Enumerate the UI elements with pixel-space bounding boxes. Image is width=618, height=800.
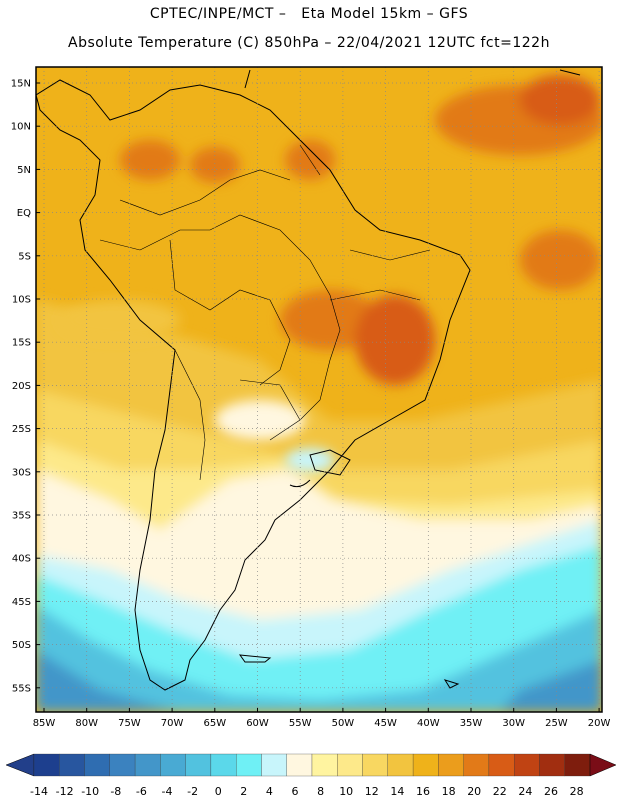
lat-label: 35S bbox=[12, 511, 31, 522]
lat-label: 45S bbox=[12, 597, 31, 608]
colorbar-swatch bbox=[59, 753, 85, 777]
cream-sp-region bbox=[215, 400, 305, 440]
lat-label: 10S bbox=[12, 295, 31, 306]
colorbar-label: -12 bbox=[56, 785, 74, 798]
lon-label: 50W bbox=[332, 718, 355, 729]
lon-label: 40W bbox=[417, 718, 440, 729]
title-line-2: Absolute Temperature (C) 850hPa – 22/04/… bbox=[68, 35, 550, 51]
lon-label: 30W bbox=[502, 718, 525, 729]
colorbar-label: 0 bbox=[215, 785, 222, 798]
band-cyan-region bbox=[36, 545, 602, 712]
lon-label: 25W bbox=[545, 718, 568, 729]
colorbar-swatch bbox=[337, 753, 363, 777]
colorbar-swatch bbox=[564, 753, 591, 777]
hot7-region bbox=[520, 230, 600, 290]
lon-label: 85W bbox=[33, 718, 56, 729]
borders bbox=[99, 144, 431, 481]
colorbar-swatch bbox=[286, 753, 313, 777]
title-line-1: CPTEC/INPE/MCT – Eta Model 15km – GFS bbox=[149, 6, 469, 22]
lat-label: 10N bbox=[11, 122, 31, 133]
temperature-field bbox=[36, 67, 602, 712]
lon-label: 35W bbox=[460, 718, 483, 729]
band-midblue-region bbox=[36, 650, 602, 712]
colorbar-label: 12 bbox=[365, 785, 379, 798]
colorbar-swatch bbox=[488, 753, 515, 777]
lat-label: 5N bbox=[17, 165, 31, 176]
colorbar-label: 26 bbox=[544, 785, 558, 798]
lat-label: 55S bbox=[12, 683, 31, 694]
colorbar-label: 18 bbox=[442, 785, 456, 798]
lon-label: 45W bbox=[374, 718, 397, 729]
colorbar-label: 2 bbox=[240, 785, 247, 798]
colorbar: -14 -12 -10 -8 -6 -4 -2 0 2 4 6 8 10 12 14 16 18 20 22 24 26… bbox=[5, 753, 617, 798]
colorbar-swatch bbox=[463, 753, 490, 777]
hot4-region bbox=[190, 147, 240, 183]
lon-label: 65W bbox=[203, 718, 226, 729]
lat-label: 25S bbox=[12, 424, 31, 435]
colorbar-high-arrow bbox=[589, 753, 617, 777]
colorbar-swatch bbox=[311, 753, 338, 777]
colorbar-label: -8 bbox=[110, 785, 121, 798]
lon-label: 55W bbox=[289, 718, 312, 729]
lat-label: 5S bbox=[18, 251, 31, 262]
longitude-axis: 85W 80W 75W 70W 65W 60W 55W 50W 45W 40W 35W 30W 25W 2… bbox=[33, 708, 611, 729]
colorbar-label: -2 bbox=[187, 785, 198, 798]
colorbar-label: -6 bbox=[136, 785, 147, 798]
hot3-region bbox=[120, 140, 180, 180]
colorbar-label: 16 bbox=[416, 785, 430, 798]
lon-label: 75W bbox=[118, 718, 141, 729]
colorbar-swatch bbox=[362, 753, 388, 777]
colorbar-label: 14 bbox=[390, 785, 404, 798]
colorbar-label: -4 bbox=[162, 785, 173, 798]
colorbar-swatch bbox=[539, 753, 565, 777]
lat-label: 15S bbox=[12, 338, 31, 349]
lat-label: 30S bbox=[12, 467, 31, 478]
colorbar-label: 4 bbox=[266, 785, 273, 798]
colorbar-label: 24 bbox=[518, 785, 532, 798]
colorbar-swatch bbox=[412, 753, 439, 777]
lat-label: 40S bbox=[12, 554, 31, 565]
colorbar-label: 28 bbox=[570, 785, 584, 798]
warm-coast-region bbox=[60, 300, 180, 340]
hot2-region bbox=[520, 75, 600, 125]
latitude-axis: 15N 10N 5N EQ 5S 10S 15S 20S 25S 30S 35S 40S 45S 50S 5… bbox=[11, 79, 40, 694]
colorbar-swatch bbox=[514, 753, 540, 777]
colorbar-label: -14 bbox=[30, 785, 48, 798]
colorbar-swatch bbox=[261, 753, 287, 777]
colorbar-swatch bbox=[160, 753, 186, 777]
colorbar-swatch bbox=[134, 753, 161, 777]
colorbar-label: 6 bbox=[292, 785, 299, 798]
lon-label: 60W bbox=[246, 718, 269, 729]
colorbar-label: 20 bbox=[467, 785, 481, 798]
colorbar-label: -10 bbox=[81, 785, 99, 798]
colorbar-swatch bbox=[438, 753, 464, 777]
pc-rs-region bbox=[285, 448, 335, 472]
coastlines bbox=[36, 69, 581, 691]
hot6-region bbox=[355, 295, 435, 385]
lat-label: EQ bbox=[17, 208, 31, 219]
lat-label: 15N bbox=[11, 79, 31, 90]
lon-label: 70W bbox=[161, 718, 184, 729]
colorbar-swatch bbox=[210, 753, 237, 777]
hot5-region bbox=[280, 290, 380, 350]
lon-label: 20W bbox=[588, 718, 611, 729]
colorbar-low-arrow bbox=[5, 753, 35, 777]
colorbar-label: 22 bbox=[493, 785, 507, 798]
colorbar-swatch bbox=[387, 753, 414, 777]
colorbar-swatch bbox=[185, 753, 212, 777]
map-frame bbox=[35, 66, 603, 713]
colorbar-label: 10 bbox=[339, 785, 353, 798]
colorbar-swatch bbox=[84, 753, 110, 777]
colorbar-label: 8 bbox=[317, 785, 324, 798]
lat-label: 50S bbox=[12, 640, 31, 651]
lat-label: 20S bbox=[12, 381, 31, 392]
band-lightblue-region bbox=[36, 605, 602, 712]
colorbar-swatch bbox=[33, 753, 60, 777]
colorbar-swatch bbox=[109, 753, 136, 777]
lon-label: 80W bbox=[75, 718, 98, 729]
colorbar-swatch bbox=[236, 753, 262, 777]
